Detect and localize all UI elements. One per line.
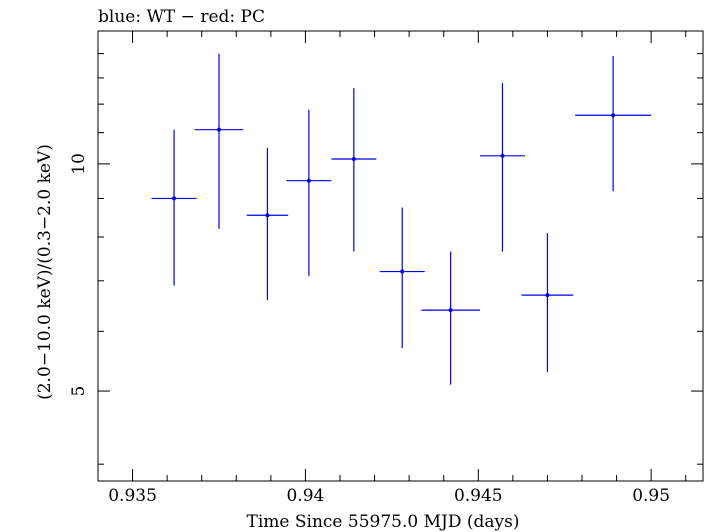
- data-point: [246, 147, 289, 301]
- x-tick-label: 0.935: [108, 486, 157, 506]
- y-tick-labels: 5 10: [69, 153, 89, 396]
- point-marker: [172, 196, 177, 201]
- point-marker: [400, 269, 405, 274]
- data-point: [421, 251, 481, 385]
- data-point: [151, 129, 197, 286]
- point-marker: [545, 293, 550, 298]
- y-tick-label: 5: [69, 386, 89, 397]
- data-point: [575, 55, 652, 192]
- x-axis-label: Time Since 55975.0 MJD (days): [247, 512, 520, 532]
- axis-ticks: [97, 30, 703, 481]
- data-point: [379, 207, 425, 349]
- x-tick-label: 0.95: [632, 486, 670, 506]
- chart-title: blue: WT − red: PC: [98, 7, 265, 27]
- point-marker: [611, 113, 616, 118]
- y-axis-label: (2.0−10.0 keV)/(0.3−2.0 keV): [35, 144, 55, 400]
- y-tick-label: 10: [69, 153, 89, 175]
- x-tick-label: 0.94: [286, 486, 324, 506]
- data-point: [286, 109, 332, 277]
- data-point: [480, 82, 525, 252]
- data-point: [521, 232, 574, 372]
- point-marker: [500, 153, 505, 158]
- point-marker: [306, 178, 311, 183]
- x-tick-labels: 0.935 0.94 0.945 0.95: [108, 486, 670, 506]
- plot-frame: [97, 30, 704, 482]
- x-tick-label: 0.945: [454, 486, 503, 506]
- point-marker: [351, 157, 356, 162]
- data-point: [331, 88, 377, 252]
- point-marker: [448, 308, 453, 313]
- point-marker: [217, 127, 221, 132]
- data-point: [194, 53, 244, 229]
- point-marker: [265, 213, 270, 218]
- data-points: [151, 53, 652, 385]
